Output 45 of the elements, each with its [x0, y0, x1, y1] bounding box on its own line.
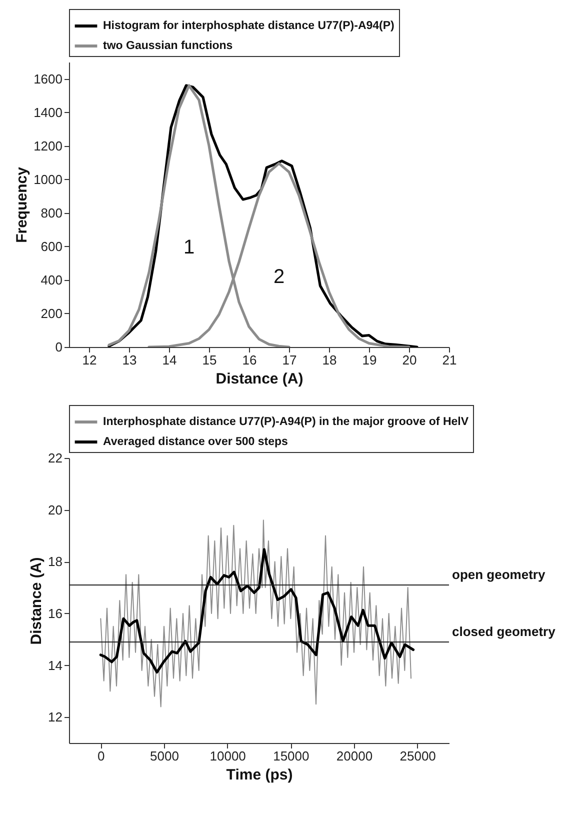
y-tick-label: 0	[55, 340, 62, 354]
x-tick-label: 5000	[150, 748, 179, 764]
x-tick-label: 12	[82, 352, 97, 368]
y-tick-label: 12	[48, 710, 62, 725]
legend-label: two Gaussian functions	[103, 40, 233, 52]
ref-line-label: closed geometry	[452, 624, 556, 639]
x-tick-label: 20	[402, 352, 417, 368]
x-tick-label: 13	[122, 352, 137, 368]
x-tick-label: 0	[98, 748, 105, 764]
annotation: 2	[273, 266, 285, 288]
y-tick-label: 22	[48, 450, 62, 466]
y-tick-label: 400	[40, 272, 62, 288]
y-tick-label: 200	[40, 306, 62, 321]
legend-label: Interphosphate distance U77(P)-A94(P) in the major groove of HelV	[103, 416, 469, 428]
x-tick-label: 15	[202, 352, 217, 368]
y-axis-title: Frequency	[14, 166, 31, 243]
y-tick-label: 1600	[34, 71, 62, 86]
line-series	[100, 520, 412, 708]
x-tick-label: 25000	[400, 748, 436, 764]
x-tick-label: 17	[282, 352, 297, 368]
x-axis-title: Time (ps)	[226, 766, 293, 784]
annotation: 1	[183, 236, 195, 259]
x-tick-label: 10000	[210, 748, 246, 764]
legend-label: Histogram for interphosphate distance U77(P)-A94(P)	[103, 20, 395, 32]
x-axis-title: Distance (A)	[216, 370, 304, 388]
x-tick-label: 21	[442, 352, 457, 368]
y-tick-label: 800	[40, 205, 62, 220]
y-tick-label: 20	[48, 502, 62, 518]
x-tick-label: 18	[322, 352, 337, 368]
y-tick-label: 1200	[34, 138, 62, 154]
x-tick-label: 14	[162, 352, 177, 368]
y-axis-title: Distance (A)	[28, 557, 46, 645]
y-tick-label: 18	[48, 554, 62, 570]
x-tick-label: 20000	[336, 748, 373, 764]
y-tick-label: 14	[48, 658, 62, 673]
line-series	[99, 548, 415, 674]
y-tick-label: 1400	[34, 104, 62, 120]
x-tick-label: 15000	[273, 748, 310, 764]
ref-line-label: open geometry	[452, 566, 546, 582]
y-tick-label: 600	[40, 238, 62, 254]
y-tick-label: 16	[48, 606, 62, 621]
x-tick-label: 19	[362, 352, 377, 368]
y-tick-label: 1000	[34, 172, 62, 187]
x-tick-label: 16	[242, 352, 257, 368]
legend-label: Averaged distance over 500 steps	[103, 436, 288, 448]
